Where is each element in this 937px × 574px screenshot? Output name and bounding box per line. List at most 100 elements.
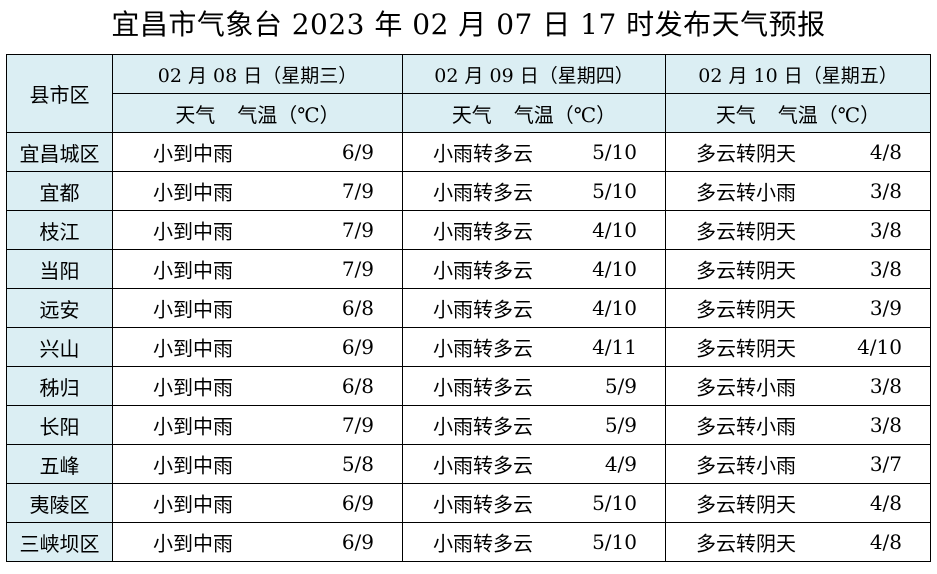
temperature-range: 6/8 — [341, 374, 374, 398]
weather-condition: 小到中雨 — [153, 141, 233, 166]
forecast-table: 县市区 02 月 08 日（星期三） 02 月 09 日（星期四） 02 月 1… — [6, 54, 931, 562]
forecast-cell-day2: 小雨转多云 5/10 — [402, 132, 666, 172]
forecast-cell-day2: 小雨转多云 4/10 — [402, 249, 666, 289]
weather-condition: 多云转小雨 — [696, 180, 796, 205]
weather-condition: 小到中雨 — [153, 414, 233, 439]
county-name: 兴山 — [6, 327, 113, 367]
county-name: 五峰 — [6, 444, 113, 484]
temperature-range: 6/8 — [341, 296, 374, 320]
table-row: 三峡坝区 小到中雨 6/9 小雨转多云 5/10 多云转阴天 4/8 — [6, 522, 931, 562]
weather-condition: 小到中雨 — [153, 453, 233, 478]
temperature-range: 5/10 — [592, 140, 637, 164]
temperature-range: 4/11 — [592, 335, 637, 359]
date-header-day3: 02 月 10 日（星期五） — [665, 54, 931, 94]
temperature-range: 3/8 — [869, 257, 902, 281]
forecast-cell-day2: 小雨转多云 5/10 — [402, 171, 666, 211]
forecast-cell-day3: 多云转阴天 4/8 — [665, 483, 931, 523]
county-name: 宜昌城区 — [6, 132, 113, 172]
table-row: 当阳 小到中雨 7/9 小雨转多云 4/10 多云转阴天 3/8 — [6, 249, 931, 289]
header-subcolumn-row: 天气 气温（℃） 天气 气温（℃） 天气 气温（℃） — [7, 93, 931, 133]
county-name: 枝江 — [6, 210, 113, 250]
weather-condition: 小雨转多云 — [433, 492, 533, 517]
temp-label: 气温（℃） — [237, 102, 340, 127]
forecast-cell-day3: 多云转阴天 3/8 — [665, 210, 931, 250]
weather-condition: 小到中雨 — [153, 375, 233, 400]
forecast-cell-day3: 多云转小雨 3/8 — [665, 366, 931, 406]
weather-condition: 小雨转多云 — [433, 297, 533, 322]
weather-condition: 多云转阴天 — [696, 297, 796, 322]
temperature-range: 4/10 — [592, 257, 637, 281]
weather-condition: 小到中雨 — [153, 297, 233, 322]
date-header-day2: 02 月 09 日（星期四） — [402, 54, 666, 94]
county-name: 夷陵区 — [6, 483, 113, 523]
weather-label: 天气 — [715, 102, 756, 127]
temperature-range: 4/9 — [604, 452, 637, 476]
temperature-range: 3/7 — [869, 452, 902, 476]
forecast-cell-day3: 多云转阴天 4/8 — [665, 132, 931, 172]
forecast-cell-day1: 小到中雨 6/9 — [112, 483, 403, 523]
forecast-cell-day2: 小雨转多云 4/10 — [402, 210, 666, 250]
weather-condition: 小到中雨 — [153, 531, 233, 556]
temperature-range: 6/9 — [341, 335, 374, 359]
weather-condition: 小雨转多云 — [433, 336, 533, 361]
weather-label: 天气 — [451, 102, 492, 127]
county-name: 秭归 — [6, 366, 113, 406]
weather-condition: 多云转小雨 — [696, 414, 796, 439]
table-row: 兴山 小到中雨 6/9 小雨转多云 4/11 多云转阴天 4/10 — [6, 327, 931, 367]
temperature-range: 6/9 — [341, 530, 374, 554]
temp-label: 气温（℃） — [777, 102, 881, 127]
subheader-day1: 天气 气温（℃） — [112, 93, 403, 133]
forecast-cell-day3: 多云转小雨 3/8 — [665, 405, 931, 445]
date-header-day1: 02 月 08 日（星期三） — [112, 54, 403, 94]
forecast-cell-day2: 小雨转多云 4/10 — [402, 288, 666, 328]
header-date-row: 县市区 02 月 08 日（星期三） 02 月 09 日（星期四） 02 月 1… — [6, 54, 931, 133]
weather-condition: 多云转阴天 — [696, 141, 796, 166]
temperature-range: 6/9 — [341, 140, 374, 164]
forecast-cell-day2: 小雨转多云 4/9 — [402, 444, 666, 484]
temperature-range: 6/9 — [341, 491, 374, 515]
weather-condition: 小雨转多云 — [433, 258, 533, 283]
table-row: 夷陵区 小到中雨 6/9 小雨转多云 5/10 多云转阴天 4/8 — [6, 483, 931, 523]
weather-condition: 小雨转多云 — [433, 414, 533, 439]
temperature-range: 4/10 — [592, 218, 637, 242]
weather-condition: 小到中雨 — [153, 492, 233, 517]
forecast-cell-day2: 小雨转多云 5/10 — [402, 483, 666, 523]
weather-condition: 多云转阴天 — [696, 219, 796, 244]
temperature-range: 3/8 — [869, 218, 902, 242]
county-name: 长阳 — [6, 405, 113, 445]
table-row: 宜昌城区 小到中雨 6/9 小雨转多云 5/10 多云转阴天 4/8 — [6, 132, 931, 172]
table-row: 五峰 小到中雨 5/8 小雨转多云 4/9 多云转小雨 3/7 — [6, 444, 931, 484]
temperature-range: 5/9 — [604, 374, 637, 398]
county-name: 宜都 — [6, 171, 113, 211]
temperature-range: 3/9 — [869, 296, 902, 320]
forecast-cell-day1: 小到中雨 6/9 — [112, 327, 403, 367]
county-name: 三峡坝区 — [6, 522, 113, 562]
forecast-cell-day1: 小到中雨 6/9 — [112, 522, 403, 562]
table-row: 枝江 小到中雨 7/9 小雨转多云 4/10 多云转阴天 3/8 — [6, 210, 931, 250]
forecast-cell-day1: 小到中雨 7/9 — [112, 171, 403, 211]
forecast-cell-day3: 多云转小雨 3/7 — [665, 444, 931, 484]
temp-label: 气温（℃） — [513, 102, 617, 127]
weather-condition: 小雨转多云 — [433, 180, 533, 205]
temperature-range: 4/8 — [869, 140, 902, 164]
forecast-cell-day1: 小到中雨 6/8 — [112, 288, 403, 328]
weather-condition: 小到中雨 — [153, 258, 233, 283]
forecast-cell-day2: 小雨转多云 4/11 — [402, 327, 666, 367]
forecast-cell-day1: 小到中雨 6/9 — [112, 132, 403, 172]
temperature-range: 5/10 — [592, 491, 637, 515]
temperature-range: 4/10 — [592, 296, 637, 320]
forecast-cell-day2: 小雨转多云 5/10 — [402, 522, 666, 562]
forecast-cell-day1: 小到中雨 5/8 — [112, 444, 403, 484]
table-row: 长阳 小到中雨 7/9 小雨转多云 5/9 多云转小雨 3/8 — [6, 405, 931, 445]
page-title: 宜昌市气象台 2023 年 02 月 07 日 17 时发布天气预报 — [111, 8, 826, 41]
temperature-range: 7/9 — [341, 413, 374, 437]
forecast-cell-day3: 多云转阴天 3/8 — [665, 249, 931, 289]
temperature-range: 7/9 — [341, 257, 374, 281]
weather-condition: 小雨转多云 — [433, 141, 533, 166]
table-row: 远安 小到中雨 6/8 小雨转多云 4/10 多云转阴天 3/9 — [6, 288, 931, 328]
county-column-header: 县市区 — [6, 54, 113, 133]
forecast-cell-day3: 多云转阴天 3/9 — [665, 288, 931, 328]
temperature-range: 3/8 — [869, 413, 902, 437]
subheader-day2: 天气 气温（℃） — [402, 93, 666, 133]
temperature-range: 3/8 — [869, 374, 902, 398]
